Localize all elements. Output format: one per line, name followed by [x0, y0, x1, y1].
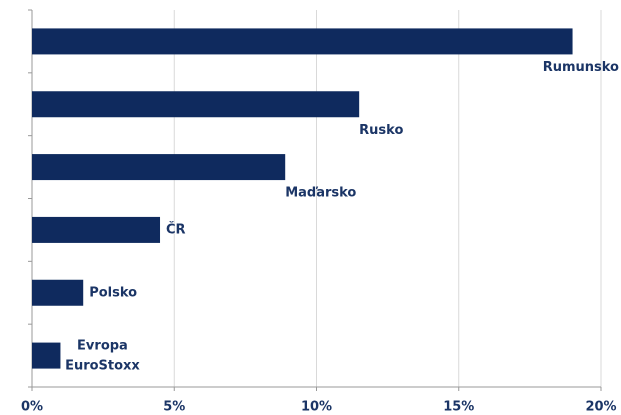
bar-label: Rumunsko	[543, 60, 619, 75]
bar	[32, 154, 286, 181]
bar	[32, 279, 84, 306]
bar-label-line: Evropa	[77, 338, 128, 353]
bar-label-line: EuroStoxx	[65, 358, 140, 373]
bar	[32, 342, 61, 369]
x-tick-label: 10%	[301, 400, 332, 415]
bar-label: Maďarsko	[285, 186, 356, 201]
bar	[32, 216, 161, 243]
x-tick-label: 15%	[443, 400, 474, 415]
x-tick-label: 5%	[163, 400, 185, 415]
x-tick-label: 20%	[585, 400, 616, 415]
bar-label: Polsko	[89, 285, 137, 300]
bar	[32, 28, 573, 55]
bar-label: ČR	[166, 221, 186, 237]
bar	[32, 91, 360, 118]
bar-label: Rusko	[359, 123, 403, 138]
bar-label: Evropa EuroStoxx	[65, 338, 140, 373]
x-tick-label: 0%	[21, 400, 43, 415]
